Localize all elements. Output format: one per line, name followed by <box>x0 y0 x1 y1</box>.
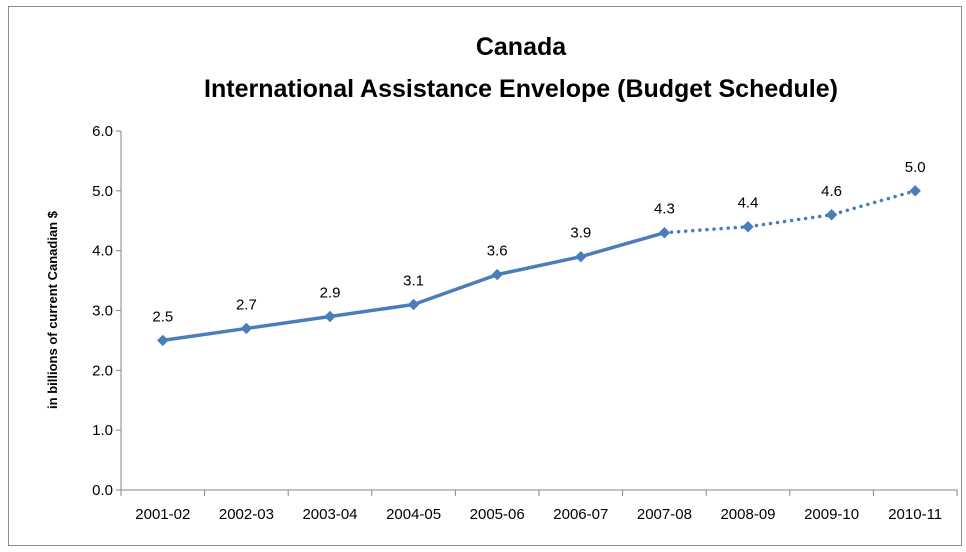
x-tick-label: 2005-06 <box>470 506 525 523</box>
axes: 0.0 1.0 2.0 3.0 4.0 5.0 6.0 2001-02 2002-03 2003-… <box>92 123 958 523</box>
data-point-marker <box>825 209 838 221</box>
x-tick-label: 2006-07 <box>553 506 608 523</box>
y-tick-label: 5.0 <box>92 183 113 200</box>
x-tick-label: 2009-10 <box>804 506 859 523</box>
y-tick-label: 1.0 <box>92 422 113 439</box>
data-label: 4.4 <box>738 195 759 212</box>
data-label: 3.9 <box>570 225 591 242</box>
y-tick-label: 2.0 <box>92 362 113 379</box>
x-tick-label: 2008-09 <box>720 506 775 523</box>
y-tick-label: 3.0 <box>92 303 113 320</box>
x-tick-label: 2010-11 <box>888 506 942 523</box>
data-point-marker <box>658 227 671 239</box>
data-point-marker <box>909 185 921 197</box>
chart-frame: Canada International Assistance Envelope… <box>8 6 962 546</box>
y-axis-label: in billions of current Canadian $ <box>45 210 60 409</box>
chart-title-line-1: Canada <box>476 33 567 61</box>
data-label: 2.5 <box>152 308 173 325</box>
data-label: 4.6 <box>821 183 842 200</box>
y-tick-label: 6.0 <box>92 123 113 140</box>
series-line-dotted <box>662 189 917 235</box>
y-tick-label: 4.0 <box>92 243 113 260</box>
line-chart: Canada International Assistance Envelope… <box>45 33 958 523</box>
data-point-marker <box>157 334 169 347</box>
chart-title-line-2: International Assistance Envelope (Budge… <box>204 75 838 103</box>
data-label: 2.7 <box>236 296 257 313</box>
data-point-marker <box>324 310 336 323</box>
data-label: 3.6 <box>487 243 508 260</box>
x-tick-label: 2001-02 <box>135 506 190 523</box>
x-tick-label: 2002-03 <box>219 506 274 523</box>
data-point-marker <box>240 322 253 335</box>
x-tick-label: 2004-05 <box>386 506 441 523</box>
data-labels: 2.5 2.7 2.9 3.1 3.6 3.9 4.3 4.4 4.6 5.0 <box>152 159 925 326</box>
data-point-marker <box>742 221 754 233</box>
y-tick-label: 0.0 <box>92 482 113 499</box>
data-label: 2.9 <box>320 284 341 301</box>
data-label: 5.0 <box>905 159 926 176</box>
x-tick-label: 2007-08 <box>637 506 692 523</box>
x-tick-label: 2003-04 <box>302 506 357 523</box>
data-label: 4.3 <box>654 201 675 218</box>
data-point-marker <box>491 268 503 281</box>
data-label: 3.1 <box>403 273 424 290</box>
data-point-marker <box>575 250 587 263</box>
data-point-marker <box>407 298 420 311</box>
series-international-assistance <box>157 185 921 347</box>
